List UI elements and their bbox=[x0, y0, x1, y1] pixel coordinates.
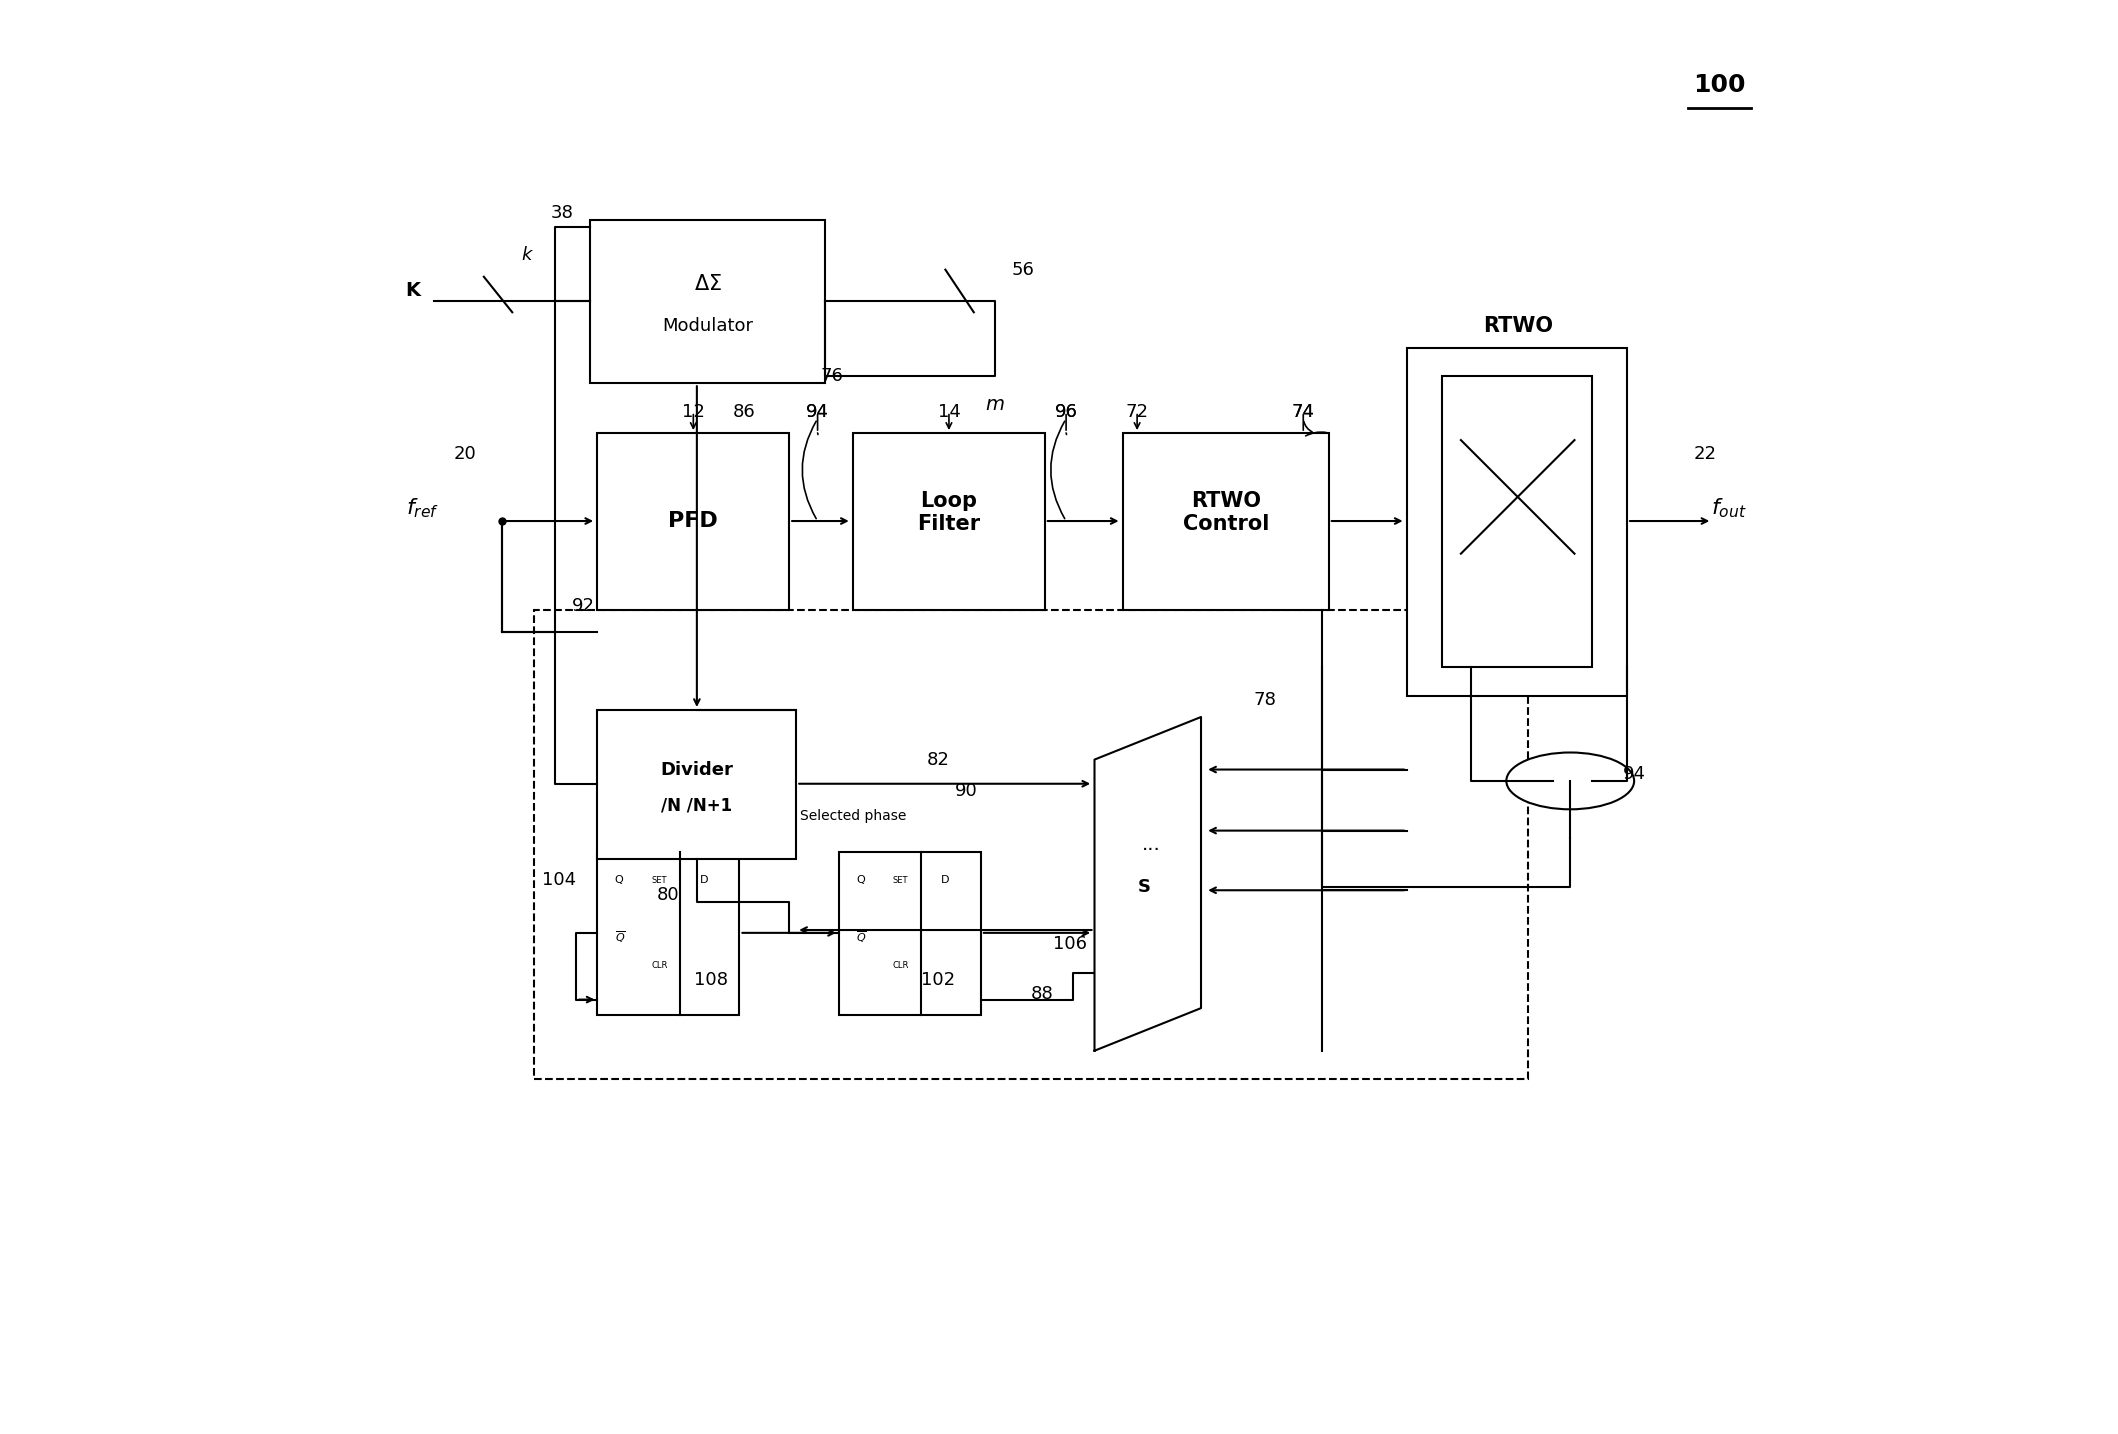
Text: 14: 14 bbox=[938, 403, 959, 420]
Text: 22: 22 bbox=[1694, 446, 1718, 463]
Text: $f_{ref}$: $f_{ref}$ bbox=[407, 496, 438, 521]
Text: RTWO
Control: RTWO Control bbox=[1182, 490, 1269, 533]
Polygon shape bbox=[1095, 717, 1201, 1051]
Text: $\Delta\Sigma$: $\Delta\Sigma$ bbox=[695, 274, 722, 294]
Text: 94: 94 bbox=[1622, 764, 1646, 783]
Text: /N /N+1: /N /N+1 bbox=[661, 796, 733, 815]
Text: 96: 96 bbox=[1055, 403, 1078, 420]
Bar bbox=[1123, 433, 1328, 611]
Text: 88: 88 bbox=[1031, 985, 1053, 1002]
Text: K: K bbox=[405, 281, 419, 301]
Text: Selected phase: Selected phase bbox=[801, 809, 907, 823]
Bar bbox=[597, 433, 790, 611]
Bar bbox=[534, 611, 1527, 1080]
Text: 96: 96 bbox=[1055, 403, 1078, 420]
Text: 86: 86 bbox=[733, 403, 756, 420]
Text: 80: 80 bbox=[657, 886, 680, 903]
Text: $f_{out}$: $f_{out}$ bbox=[1711, 496, 1747, 521]
Text: 106: 106 bbox=[1053, 935, 1087, 954]
Text: 76: 76 bbox=[820, 367, 843, 386]
Text: 94: 94 bbox=[807, 403, 828, 420]
Bar bbox=[597, 710, 796, 859]
Bar bbox=[597, 852, 739, 1015]
Text: 90: 90 bbox=[955, 782, 979, 800]
Text: $\overline{Q}$: $\overline{Q}$ bbox=[614, 929, 625, 945]
Text: 20: 20 bbox=[453, 446, 477, 463]
Text: CLR: CLR bbox=[652, 961, 667, 969]
Text: Loop
Filter: Loop Filter bbox=[917, 490, 981, 533]
Text: Divider: Divider bbox=[661, 760, 733, 779]
Text: PFD: PFD bbox=[669, 511, 718, 531]
Text: 94: 94 bbox=[807, 403, 828, 420]
Bar bbox=[1442, 376, 1591, 667]
Text: 108: 108 bbox=[695, 971, 729, 988]
Text: 12: 12 bbox=[682, 403, 705, 420]
Text: RTWO: RTWO bbox=[1483, 317, 1552, 337]
Text: 102: 102 bbox=[921, 971, 955, 988]
Text: k: k bbox=[521, 247, 532, 264]
Text: 104: 104 bbox=[542, 872, 576, 889]
Text: 78: 78 bbox=[1254, 691, 1277, 708]
Text: 74: 74 bbox=[1292, 403, 1315, 420]
Text: 100: 100 bbox=[1692, 73, 1745, 98]
Text: ...: ... bbox=[1142, 836, 1161, 855]
Text: S: S bbox=[1137, 879, 1150, 896]
Text: CLR: CLR bbox=[894, 961, 909, 969]
Text: Modulator: Modulator bbox=[663, 317, 754, 336]
Ellipse shape bbox=[1506, 753, 1635, 809]
Text: D: D bbox=[940, 875, 949, 885]
Text: SET: SET bbox=[652, 876, 667, 885]
Text: Q: Q bbox=[856, 875, 864, 885]
Text: 92: 92 bbox=[572, 597, 595, 615]
Text: SET: SET bbox=[894, 876, 909, 885]
Bar bbox=[854, 433, 1044, 611]
Text: Q: Q bbox=[614, 875, 623, 885]
Text: D: D bbox=[699, 875, 707, 885]
Text: 72: 72 bbox=[1125, 403, 1148, 420]
Text: 74: 74 bbox=[1292, 403, 1315, 420]
Bar bbox=[839, 852, 981, 1015]
Text: m: m bbox=[985, 396, 1004, 414]
Text: 38: 38 bbox=[551, 204, 574, 222]
Text: 56: 56 bbox=[1012, 261, 1036, 278]
Bar bbox=[1406, 348, 1627, 695]
Text: 82: 82 bbox=[928, 750, 949, 769]
Text: $\overline{Q}$: $\overline{Q}$ bbox=[856, 929, 866, 945]
Bar bbox=[591, 219, 824, 383]
